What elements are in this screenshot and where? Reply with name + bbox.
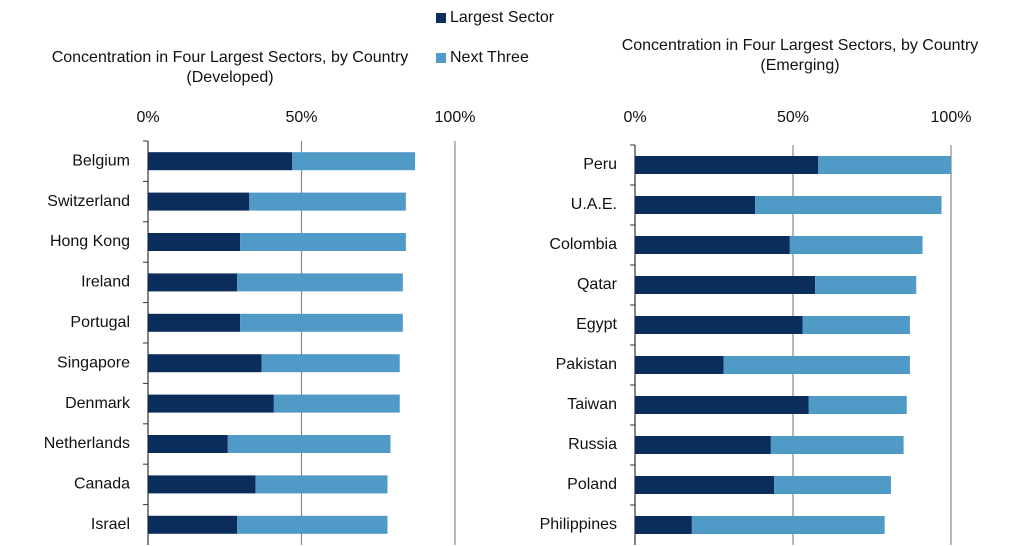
bar-segment: [635, 396, 809, 414]
bar-segment: [148, 192, 250, 211]
y-tick-label: Ireland: [81, 274, 130, 291]
bar-segment: [237, 273, 403, 292]
bar-segment: [818, 156, 951, 174]
bar-segment: [249, 192, 406, 211]
y-tick-label: Philippines: [540, 516, 617, 533]
y-tick-label: Poland: [567, 476, 617, 493]
bar-segment: [723, 356, 910, 374]
y-tick-label: Canada: [74, 476, 130, 493]
x-tick-label: 100%: [435, 109, 476, 126]
x-tick-label: 0%: [623, 109, 646, 126]
y-tick-label: Switzerland: [47, 193, 130, 210]
bar-segment: [292, 152, 416, 171]
legend-swatch: [436, 53, 446, 63]
bar-segment: [635, 476, 775, 494]
y-tick-label: Pakistan: [556, 356, 617, 373]
x-tick-label: 100%: [931, 109, 972, 126]
bar-segment: [815, 276, 917, 294]
x-tick-label: 0%: [136, 109, 159, 126]
legend-label: Largest Sector: [450, 9, 555, 26]
bar-segment: [635, 156, 819, 174]
bar-segment: [774, 476, 891, 494]
bar-segment: [273, 394, 400, 413]
bar-segment: [261, 354, 400, 373]
y-tick-label: Netherlands: [44, 435, 130, 452]
bar-segment: [148, 475, 256, 494]
bar-segment: [635, 436, 771, 454]
bar-segment: [227, 435, 391, 453]
bar-segment: [635, 276, 816, 294]
y-tick-label: Russia: [568, 436, 617, 453]
bar-segment: [635, 236, 790, 254]
y-tick-label: Belgium: [72, 152, 130, 169]
bar-segment: [635, 516, 692, 534]
bar-segment: [240, 233, 406, 251]
y-tick-label: Israel: [91, 516, 130, 533]
y-tick-label: Egypt: [576, 316, 617, 333]
bar-segment: [148, 152, 293, 171]
legend-label: Next Three: [450, 49, 529, 66]
y-tick-label: Portugal: [70, 314, 130, 331]
bar-segment: [770, 436, 904, 454]
x-tick-label: 50%: [285, 109, 317, 126]
bar-segment: [755, 196, 942, 214]
bar-segment: [240, 313, 403, 332]
legend-swatch: [436, 13, 446, 23]
chart-title: Concentration in Four Largest Sectors, b…: [621, 37, 979, 74]
bar-segment: [148, 233, 241, 251]
bar-segment: [802, 316, 910, 334]
x-tick-label: 50%: [777, 109, 809, 126]
bar-segment: [789, 236, 923, 254]
y-tick-label: Qatar: [577, 276, 618, 293]
bar-segment: [635, 316, 803, 334]
bar-segment: [808, 396, 907, 414]
y-tick-label: U.A.E.: [571, 196, 617, 213]
bar-segment: [255, 475, 388, 494]
y-tick-label: Singapore: [57, 354, 130, 371]
y-tick-label: Taiwan: [567, 396, 617, 413]
bar-segment: [148, 354, 262, 373]
bar-segment: [148, 435, 228, 453]
bar-segment: [635, 196, 756, 214]
bar-segment: [635, 356, 724, 374]
bar-segment: [148, 515, 238, 534]
y-tick-label: Hong Kong: [50, 233, 130, 250]
bar-segment: [148, 273, 238, 292]
bar-segment: [148, 394, 274, 413]
y-tick-label: Peru: [583, 156, 617, 173]
bar-segment: [237, 515, 388, 534]
chart-title: Concentration in Four Largest Sectors, b…: [51, 49, 409, 86]
bar-segment: [691, 516, 885, 534]
y-tick-label: Denmark: [65, 395, 131, 412]
y-tick-label: Colombia: [549, 236, 617, 253]
bar-segment: [148, 313, 241, 332]
